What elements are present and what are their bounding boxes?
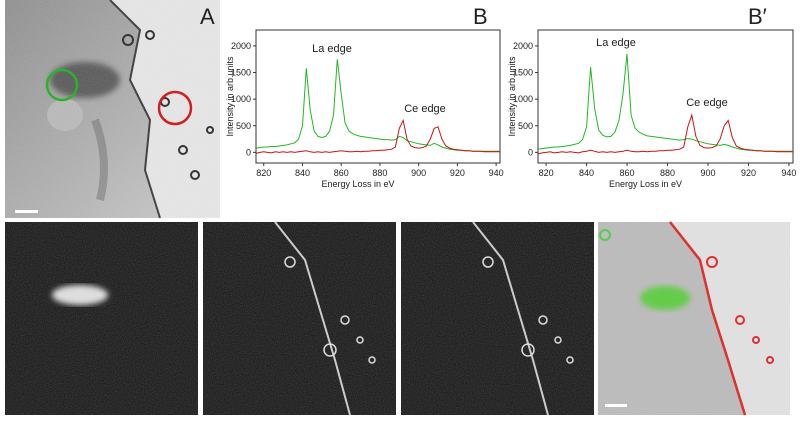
overlay: [598, 221, 790, 416]
y-tick-label: 2000: [513, 41, 533, 51]
x-tick-label: 860: [620, 168, 635, 178]
x-axis-label: Energy Loss in eV: [321, 179, 394, 189]
annotation: Ce edge: [404, 103, 446, 115]
x-tick-label: 920: [450, 168, 465, 178]
x-tick-label: 820: [256, 168, 271, 178]
y-tick-label: 500: [518, 121, 533, 131]
y-axis-label: Intensity in arb.units: [507, 56, 517, 137]
x-tick-label: 900: [700, 168, 715, 178]
y-tick-label: 1000: [231, 94, 251, 104]
annotation: La edge: [312, 43, 352, 55]
x-tick-label: 920: [741, 168, 756, 178]
y-axis-label: Intensity in arb.units: [225, 56, 235, 137]
x-axis-label: Energy Loss in eV: [609, 179, 682, 189]
spectrum-line: [537, 113, 793, 155]
x-tick-label: 940: [781, 168, 796, 178]
x-tick-label: 880: [372, 168, 387, 178]
x-tick-label: 860: [334, 168, 349, 178]
plot-frame: [537, 29, 794, 164]
y-tick-label: 1000: [513, 94, 533, 104]
x-tick-label: 820: [539, 168, 554, 178]
panel-label: A: [200, 4, 215, 29]
y-tick-label: 1500: [231, 68, 251, 78]
x-tick-label: 880: [660, 168, 675, 178]
x-tick-label: 940: [489, 168, 504, 178]
y-tick-label: 500: [236, 121, 251, 131]
y-tick-label: 0: [246, 147, 251, 157]
x-tick-label: 840: [295, 168, 310, 178]
spectrum-line: [255, 118, 500, 154]
y-tick-label: 1500: [513, 68, 533, 78]
y-tick-label: 2000: [231, 41, 251, 51]
micrograph-a: [5, 0, 220, 219]
panel-label: B: [473, 4, 488, 29]
panel-label: B′: [748, 4, 767, 29]
map-ce-2: [401, 221, 594, 416]
x-tick-label: 900: [411, 168, 426, 178]
y-tick-label: 0: [528, 147, 533, 157]
map-ce: [203, 221, 396, 416]
map-la: [5, 222, 198, 415]
annotation: Ce edge: [686, 97, 728, 109]
annotation: La edge: [596, 37, 636, 49]
x-tick-label: 840: [579, 168, 594, 178]
